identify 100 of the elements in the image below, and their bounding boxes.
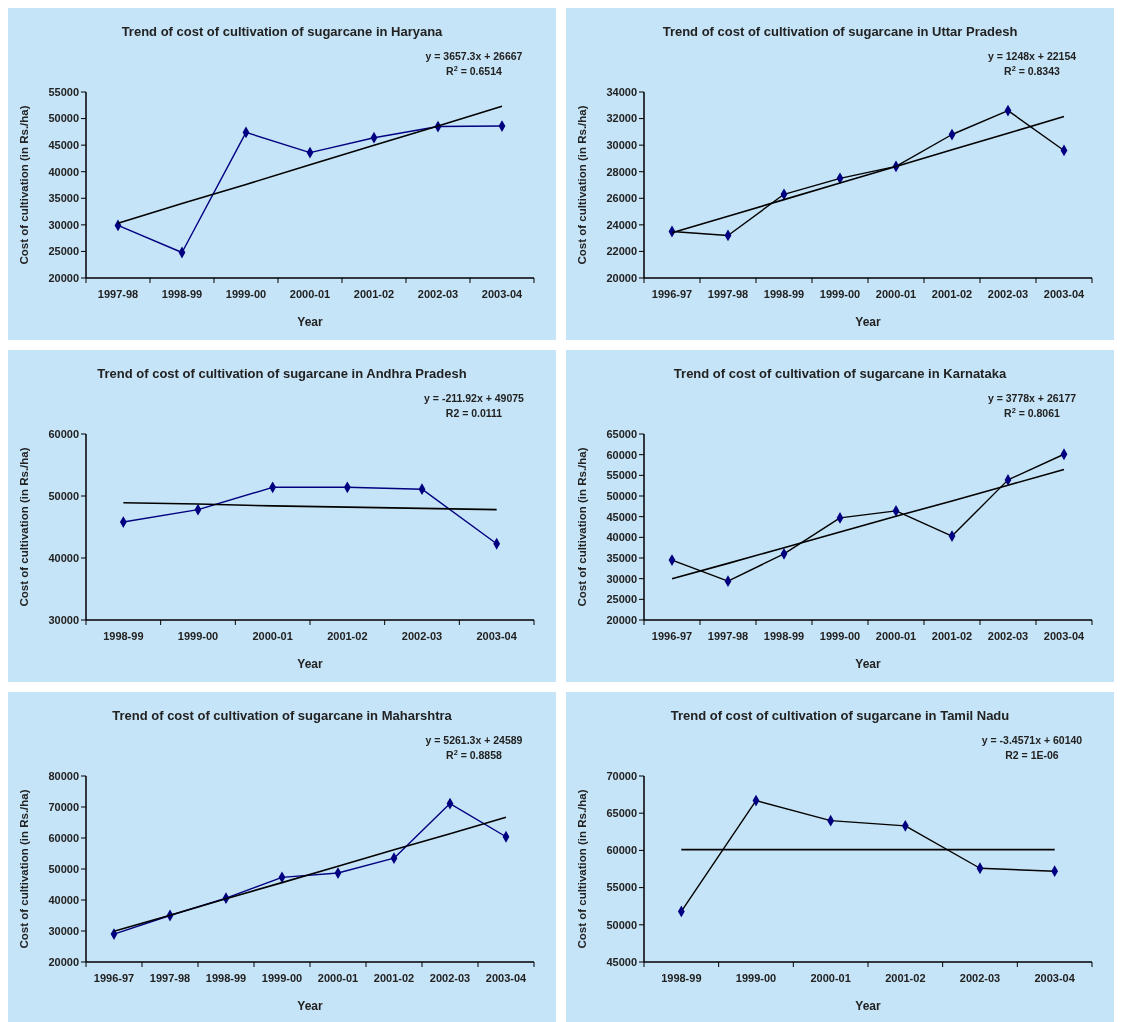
- y-tick-label: 32000: [606, 112, 637, 125]
- x-tick-label: 2002-03: [987, 630, 1029, 642]
- y-tick-label: 65000: [606, 807, 637, 820]
- text: y = -3.4571x + 60140: [981, 734, 1083, 746]
- text: R$^{2}$ = 0.8061: [1004, 405, 1061, 419]
- x-tick-label: 1999-00: [819, 630, 861, 642]
- x-tick-label: 1998-99: [103, 630, 144, 642]
- x-axis-title: Year: [297, 315, 324, 329]
- y-tick-label: 24000: [606, 218, 637, 231]
- y-tick-label: 40000: [48, 551, 79, 564]
- x-tick-label: 1999-00: [177, 630, 219, 642]
- y-tick-label: 50000: [48, 862, 79, 875]
- x-axis-title: Year: [297, 657, 324, 671]
- y-axis-title: Cost of cultivation (in Rs./ha): [18, 447, 30, 607]
- y-tick-label: 22000: [606, 245, 637, 258]
- x-tick-label: 2001-02: [931, 630, 973, 642]
- y-tick-label: 40000: [48, 165, 79, 178]
- x-axis-title: Year: [855, 999, 882, 1013]
- y-tick-label: 50000: [48, 112, 79, 125]
- x-tick-label: 2000-01: [317, 972, 359, 984]
- x-tick-label: 1999-00: [225, 288, 267, 300]
- x-tick-label: 1998-99: [161, 288, 203, 300]
- x-tick-label: 1997-98: [149, 972, 191, 984]
- chart-title: Trend of cost of cultivation of sugarcane in Maharshtra: [112, 708, 453, 723]
- x-tick-label: 1996-97: [651, 288, 693, 300]
- x-tick-label: 2003-04: [1043, 288, 1086, 300]
- x-tick-label: 2002-03: [987, 288, 1029, 300]
- x-tick-label: 2002-03: [959, 972, 1001, 984]
- x-tick-label: 2000-01: [289, 288, 331, 300]
- chart-title: Trend of cost of cultivation of sugarcane in Uttar Pradesh: [662, 24, 1018, 39]
- y-axis-title: Cost of cultivation (in Rs./ha): [18, 789, 30, 949]
- text: R$^{2}$ = 0.8343: [1004, 63, 1061, 77]
- text: R2 = 1E-06: [1005, 749, 1059, 761]
- y-tick-label: 30000: [48, 924, 79, 937]
- y-tick-label: 50000: [606, 918, 637, 931]
- y-tick-label: 55000: [606, 881, 637, 894]
- y-axis-title: Cost of cultivation (in Rs./ha): [576, 789, 588, 949]
- x-tick-label: 2003-04: [1043, 630, 1086, 642]
- x-tick-label: 1997-98: [707, 630, 749, 642]
- y-tick-label: 35000: [48, 192, 79, 205]
- text: y = 1248x + 22154: [987, 50, 1077, 62]
- y-tick-label: 20000: [606, 271, 637, 284]
- chart-title: Trend of cost of cultivation of sugarcane in Haryana: [121, 24, 444, 39]
- y-tick-label: 55000: [606, 469, 637, 482]
- x-axis-title: Year: [855, 315, 882, 329]
- y-axis-title: Cost of cultivation (in Rs./ha): [576, 105, 588, 265]
- x-tick-label: 1998-99: [661, 972, 702, 984]
- x-tick-label: 1999-00: [735, 972, 777, 984]
- y-tick-label: 26000: [606, 192, 637, 205]
- text: R$^{2}$ = 0.6514: [446, 63, 503, 77]
- y-tick-label: 20000: [48, 955, 79, 968]
- y-tick-label: 20000: [48, 271, 79, 284]
- y-tick-label: 80000: [48, 769, 79, 782]
- y-tick-label: 45000: [606, 955, 637, 968]
- y-tick-label: 28000: [606, 165, 637, 178]
- x-tick-label: 2001-02: [353, 288, 395, 300]
- x-tick-label: 1996-97: [651, 630, 693, 642]
- y-tick-label: 70000: [606, 769, 637, 782]
- x-tick-label: 2003-04: [481, 288, 524, 300]
- x-tick-label: 2003-04: [476, 630, 518, 642]
- y-tick-label: 30000: [48, 613, 79, 626]
- y-tick-label: 50000: [606, 489, 637, 502]
- x-tick-label: 1998-99: [763, 630, 805, 642]
- x-tick-label: 1997-98: [97, 288, 139, 300]
- text: y = 3778x + 26177: [987, 392, 1077, 404]
- y-tick-label: 40000: [606, 531, 637, 544]
- x-axis-title: Year: [855, 657, 882, 671]
- text: y = 3657.3x + 26667: [425, 50, 523, 62]
- text: R2 = 0.0111: [445, 407, 503, 419]
- x-tick-label: 2001-02: [931, 288, 973, 300]
- x-tick-label: 2000-01: [875, 630, 917, 642]
- y-tick-label: 34000: [606, 85, 637, 98]
- x-tick-label: 1996-97: [93, 972, 135, 984]
- y-tick-label: 45000: [606, 510, 637, 523]
- text: y = -211.92x + 49075: [424, 392, 525, 404]
- x-tick-label: 2001-02: [885, 972, 926, 984]
- y-tick-label: 45000: [48, 138, 79, 151]
- chart-title: Trend of cost of cultivation of sugarcane in Karnataka: [673, 366, 1007, 381]
- x-tick-label: 2000-01: [252, 630, 293, 642]
- x-tick-label: 2000-01: [875, 288, 917, 300]
- chart-title: Trend of cost of cultivation of sugarcane in Andhra Pradesh: [97, 366, 467, 381]
- y-tick-label: 30000: [606, 572, 637, 585]
- y-tick-label: 25000: [48, 245, 79, 258]
- y-tick-label: 60000: [48, 427, 79, 440]
- y-tick-label: 20000: [606, 613, 637, 626]
- y-tick-label: 60000: [606, 844, 637, 857]
- x-tick-label: 1999-00: [819, 288, 861, 300]
- text: y = 5261.3x + 24589: [425, 734, 523, 746]
- y-tick-label: 55000: [48, 85, 79, 98]
- x-tick-label: 2000-01: [810, 972, 851, 984]
- chart-title: Trend of cost of cultivation of sugarcane in Tamil Nadu: [670, 708, 1010, 723]
- y-tick-label: 50000: [48, 489, 79, 502]
- x-tick-label: 2001-02: [327, 630, 368, 642]
- y-tick-label: 35000: [606, 551, 637, 564]
- y-tick-label: 60000: [606, 448, 637, 461]
- x-axis-title: Year: [297, 999, 324, 1013]
- y-tick-label: 65000: [606, 427, 637, 440]
- x-tick-label: 2003-04: [485, 972, 528, 984]
- y-tick-label: 60000: [48, 831, 79, 844]
- y-axis-title: Cost of cultivation (in Rs./ha): [18, 105, 30, 265]
